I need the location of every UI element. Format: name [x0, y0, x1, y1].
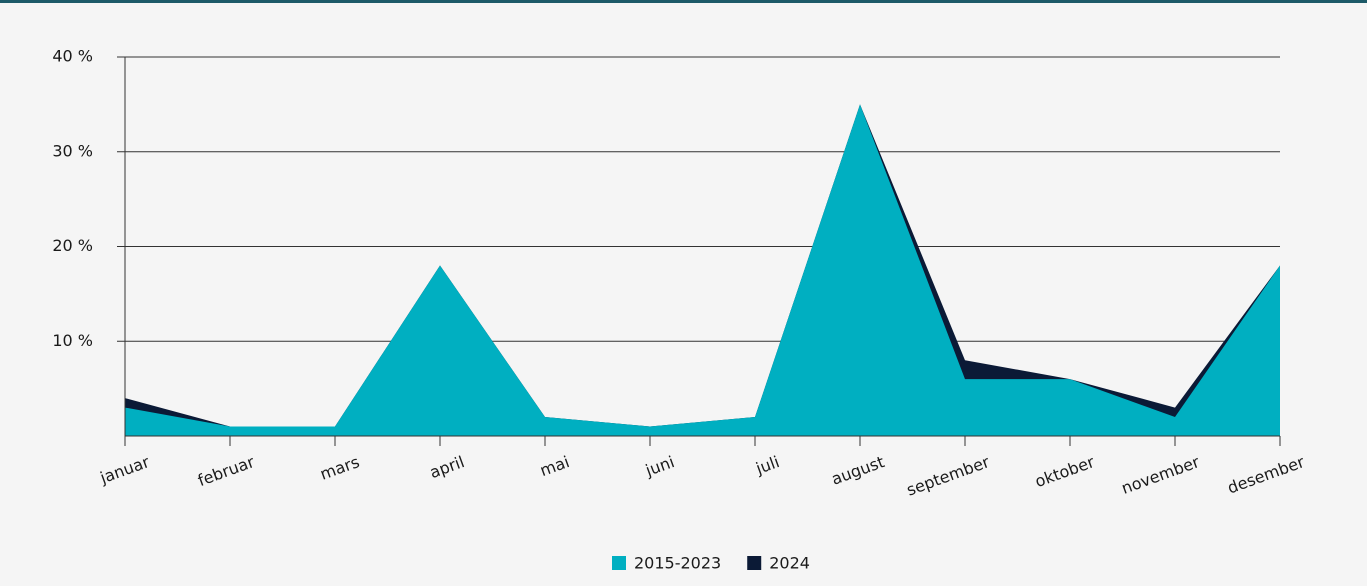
legend-swatch — [747, 556, 762, 570]
x-tick-label: mai — [537, 452, 572, 480]
x-tick-label: mars — [318, 452, 362, 484]
x-tick-label: juli — [752, 452, 782, 478]
legend-label: 2024 — [769, 554, 810, 573]
x-tick-label: desember — [1225, 452, 1307, 497]
area — [125, 104, 1280, 436]
y-tick-label: 40 % — [52, 47, 93, 66]
x-tick-label: oktober — [1032, 452, 1097, 491]
y-tick-label: 20 % — [52, 236, 93, 255]
x-tick-label: juni — [642, 452, 677, 480]
x-tick-label: april — [427, 452, 467, 482]
y-tick-label: 10 % — [52, 331, 93, 350]
area — [125, 104, 1280, 436]
x-tick-label: november — [1119, 452, 1202, 498]
top-border — [0, 0, 1367, 3]
y-tick-label: 30 % — [52, 141, 93, 160]
x-tick-label: februar — [195, 452, 257, 490]
legend-label: 2015-2023 — [634, 554, 721, 573]
legend-swatch — [612, 556, 626, 570]
x-tick-label: januar — [97, 452, 153, 488]
x-tick-label: september — [904, 452, 992, 500]
x-tick-label: august — [829, 452, 887, 489]
